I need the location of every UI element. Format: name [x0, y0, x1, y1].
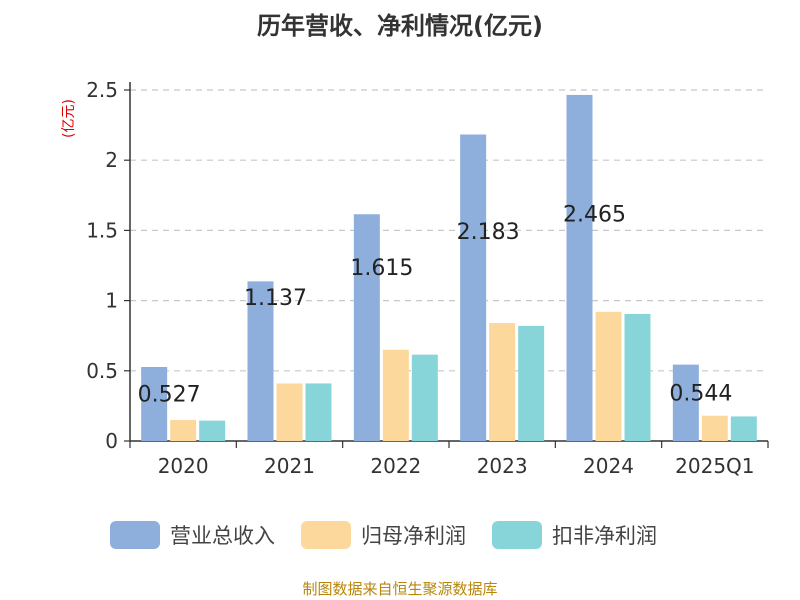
- data-label: 2.465: [563, 202, 626, 227]
- bar-3-2022: [411, 354, 438, 441]
- legend-item-3[interactable]: 扣非净利润: [492, 520, 657, 550]
- bar-1-2024: [566, 94, 593, 441]
- legend-swatch: [492, 521, 542, 549]
- bar-1-2022: [353, 214, 380, 441]
- y-tick-label: 0: [105, 429, 118, 453]
- bar-2-2024: [595, 311, 622, 441]
- bar-2-2025Q1: [701, 415, 728, 441]
- data-label: 0.544: [669, 382, 732, 407]
- chart-legend: 营业总收入 归母净利润 扣非净利润: [110, 518, 657, 552]
- bar-1-2025Q1: [672, 364, 699, 441]
- data-label: 2.183: [457, 220, 520, 245]
- data-label: 0.527: [138, 383, 201, 408]
- legend-label: 归母净利润: [361, 524, 466, 548]
- legend-item-2[interactable]: 归母净利润: [301, 520, 466, 550]
- bar-3-2020: [199, 420, 226, 441]
- x-tick-label: 2024: [583, 454, 634, 478]
- legend-label: 扣非净利润: [552, 524, 657, 548]
- bar-1-2021: [247, 281, 274, 441]
- legend-item-1[interactable]: 营业总收入: [110, 520, 275, 550]
- x-tick-label: 2022: [370, 454, 421, 478]
- data-source-note: 制图数据来自恒生聚源数据库: [302, 580, 498, 598]
- x-tick-label: 2023: [477, 454, 528, 478]
- bar-3-2025Q1: [730, 416, 757, 441]
- bar-2-2022: [382, 349, 409, 441]
- data-label: 1.615: [350, 256, 413, 281]
- x-tick-label: 2021: [264, 454, 315, 478]
- bar-3-2023: [518, 325, 545, 441]
- chart-title: 历年营收、净利情况(亿元): [257, 12, 543, 40]
- y-tick-label: 1.5: [86, 218, 118, 242]
- y-tick-label: 2.5: [86, 78, 118, 102]
- x-tick-label: 2025Q1: [675, 454, 754, 478]
- bar-1-2023: [460, 134, 487, 441]
- bar-3-2021: [305, 383, 332, 441]
- bar-2-2020: [170, 419, 197, 441]
- y-tick-label: 0.5: [86, 359, 118, 383]
- y-tick-label: 1: [105, 289, 118, 313]
- bar-3-2024: [624, 313, 651, 441]
- bar-2-2021: [276, 383, 303, 441]
- y-tick-label: 2: [105, 148, 118, 172]
- bar-1-2020: [141, 367, 168, 441]
- legend-swatch: [301, 521, 351, 549]
- data-label: 1.137: [244, 286, 307, 311]
- legend-swatch: [110, 521, 160, 549]
- x-tick-label: 2020: [158, 454, 209, 478]
- legend-label: 营业总收入: [170, 524, 275, 548]
- bar-2-2023: [489, 323, 516, 441]
